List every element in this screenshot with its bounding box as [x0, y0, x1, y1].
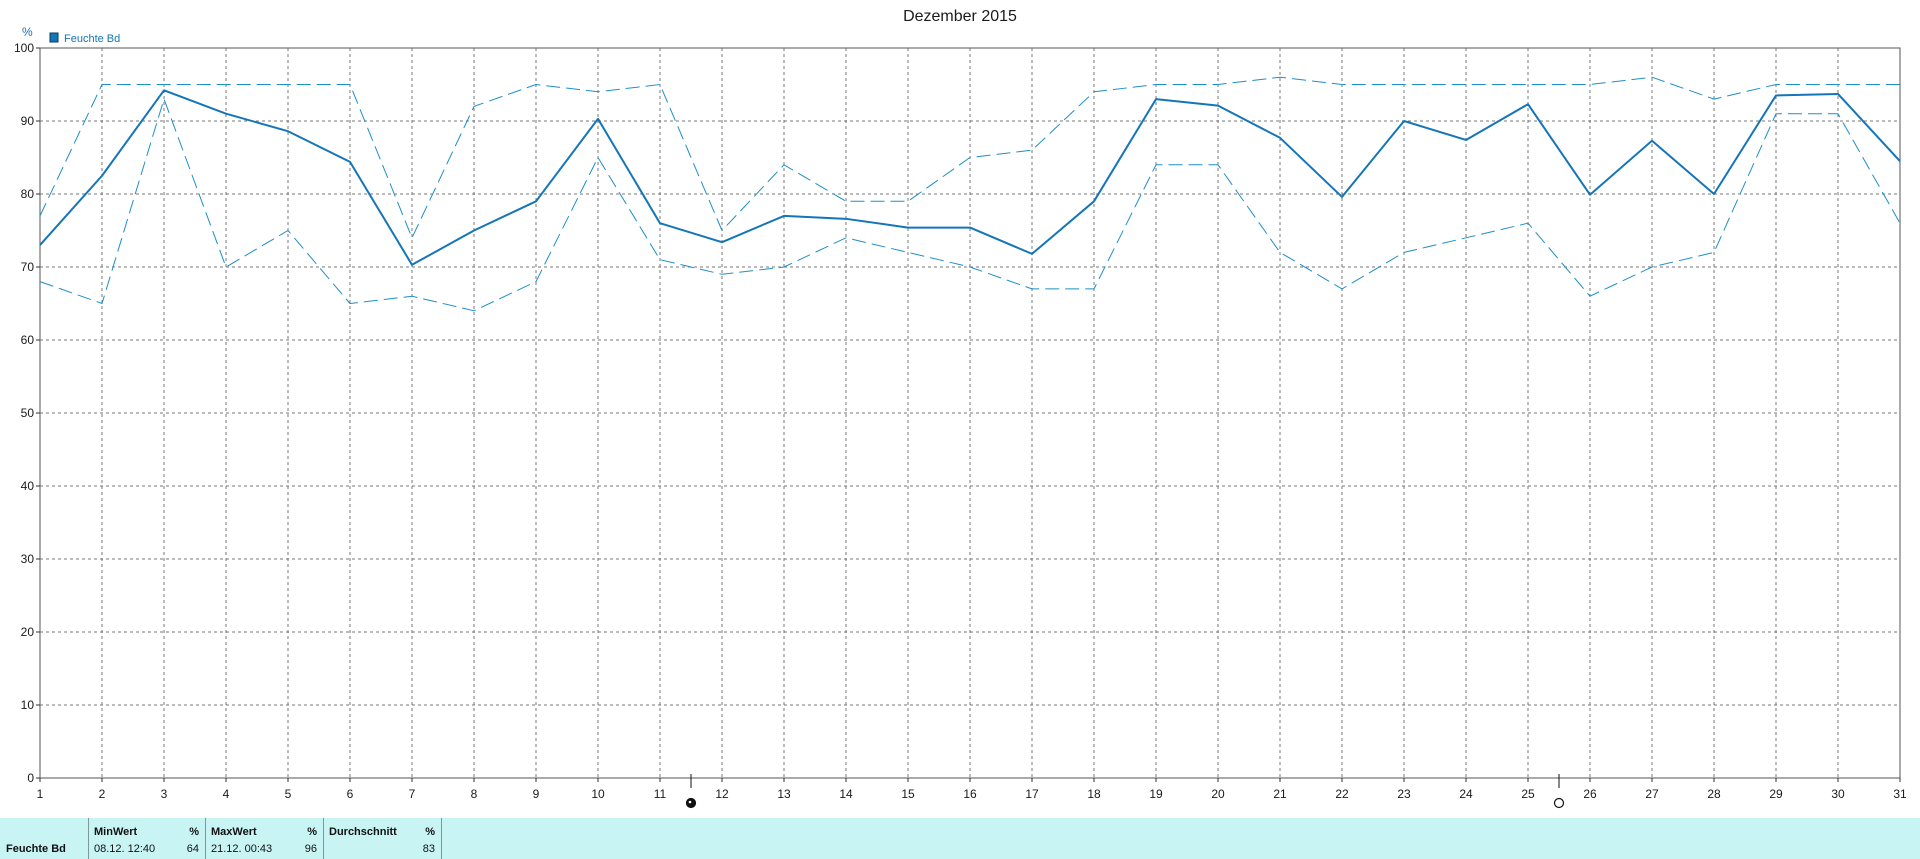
x-tick-label: 10	[591, 787, 605, 801]
x-tick-label: 30	[1831, 787, 1845, 801]
x-tick-label: 1	[37, 787, 44, 801]
x-tick-label: 16	[963, 787, 977, 801]
full-moon-highlight	[688, 800, 692, 804]
x-tick-label: 22	[1335, 787, 1349, 801]
y-tick-label: 10	[21, 698, 35, 712]
stats-max-column: MaxWert % 21.12. 00:43 96	[206, 818, 324, 859]
avg-unit: %	[425, 826, 435, 838]
x-tick-label: 4	[223, 787, 230, 801]
x-tick-label: 3	[161, 787, 168, 801]
y-tick-label: 80	[21, 187, 35, 201]
x-tick-label: 28	[1707, 787, 1721, 801]
max-value: 96	[304, 843, 317, 855]
x-tick-label: 18	[1087, 787, 1101, 801]
x-tick-label: 25	[1521, 787, 1535, 801]
x-tick-label: 11	[654, 787, 667, 801]
y-tick-label: 20	[21, 625, 35, 639]
x-tick-label: 21	[1273, 787, 1287, 801]
min-value: 64	[186, 843, 199, 855]
x-tick-label: 31	[1893, 787, 1907, 801]
avg-header: Durchschnitt	[329, 826, 397, 838]
x-tick-label: 15	[901, 787, 915, 801]
x-tick-label: 27	[1645, 787, 1659, 801]
x-tick-label: 20	[1211, 787, 1225, 801]
full-moon-icon	[685, 797, 697, 809]
x-tick-label: 2	[99, 787, 106, 801]
x-tick-label: 24	[1459, 787, 1473, 801]
y-tick-label: 70	[21, 260, 35, 274]
x-tick-label: 7	[409, 787, 416, 801]
chart-title: Dezember 2015	[903, 8, 1017, 25]
legend-swatch	[49, 32, 59, 43]
y-tick-label: 40	[21, 479, 35, 493]
y-tick-label: 30	[21, 552, 35, 566]
stats-row-label: Feuchte Bd	[6, 843, 66, 855]
y-tick-label: 0	[27, 771, 34, 785]
x-tick-label: 5	[285, 787, 292, 801]
x-tick-label: 19	[1149, 787, 1163, 801]
min-unit: %	[189, 826, 199, 838]
y-tick-label: 90	[21, 114, 35, 128]
max-header: MaxWert	[211, 826, 257, 838]
stats-row-header: Feuchte Bd	[0, 818, 89, 859]
new-moon-icon	[1553, 797, 1565, 809]
y-tick-label: 100	[14, 41, 34, 55]
x-tick-label: 12	[715, 787, 729, 801]
y-axis-unit: %	[22, 25, 33, 39]
x-tick-label: 13	[777, 787, 791, 801]
y-tick-label: 60	[21, 333, 35, 347]
max-time: 21.12. 00:43	[211, 843, 273, 855]
x-tick-label: 29	[1769, 787, 1783, 801]
y-tick-label: 50	[21, 406, 35, 420]
humidity-chart: Dezember 2015% Feuchte Bd 0 10 20 30 40 50 60 70 8…	[14, 8, 1907, 809]
x-tick-label: 14	[839, 787, 853, 801]
legend-label: Feuchte Bd	[64, 33, 120, 45]
x-tick-label: 8	[471, 787, 478, 801]
min-header: MinWert	[94, 826, 138, 838]
x-tick-label: 26	[1583, 787, 1597, 801]
x-tick-label: 6	[347, 787, 354, 801]
max-unit: %	[307, 826, 317, 838]
min-time: 08.12. 12:40	[94, 843, 156, 855]
stats-avg-column: Durchschnitt % 83	[324, 818, 442, 859]
x-tick-label: 17	[1025, 787, 1039, 801]
x-tick-label: 9	[533, 787, 540, 801]
statistics-bar: Feuchte Bd MinWert % 08.12. 12:40 64 Max…	[0, 818, 1920, 859]
avg-value: 83	[422, 843, 435, 855]
stats-min-column: MinWert % 08.12. 12:40 64	[89, 818, 206, 859]
x-tick-label: 23	[1397, 787, 1411, 801]
